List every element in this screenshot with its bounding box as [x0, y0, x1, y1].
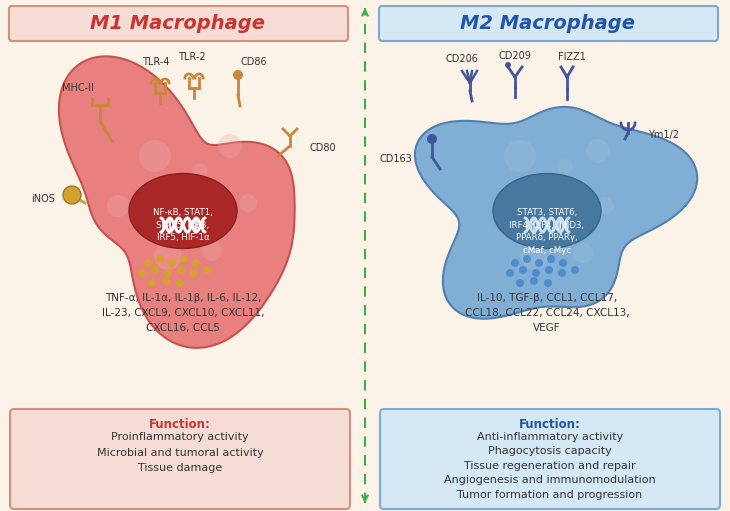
Circle shape — [233, 70, 243, 80]
Circle shape — [176, 279, 184, 287]
Ellipse shape — [493, 174, 601, 248]
Polygon shape — [59, 56, 295, 348]
Circle shape — [521, 242, 549, 270]
Circle shape — [532, 269, 540, 277]
FancyBboxPatch shape — [10, 409, 350, 509]
Circle shape — [545, 266, 553, 274]
Text: Function:: Function: — [519, 418, 581, 431]
Circle shape — [239, 194, 257, 212]
Circle shape — [144, 259, 152, 267]
Circle shape — [154, 242, 182, 270]
Text: FIZZ1: FIZZ1 — [558, 52, 586, 62]
Circle shape — [202, 241, 222, 261]
FancyBboxPatch shape — [379, 6, 718, 41]
Circle shape — [519, 266, 527, 274]
Text: CD209: CD209 — [499, 51, 531, 61]
FancyBboxPatch shape — [9, 6, 348, 41]
Circle shape — [596, 197, 614, 215]
Circle shape — [164, 269, 172, 277]
Circle shape — [516, 279, 524, 287]
Circle shape — [180, 255, 188, 263]
Text: Anti-inflammatory activity
Phagocytosis capacity
Tissue regeneration and repair
: Anti-inflammatory activity Phagocytosis … — [444, 432, 656, 500]
Text: NF-κB, STAT1,
STAT5, IRF3,
IRF5, HIF-1α: NF-κB, STAT1, STAT5, IRF3, IRF5, HIF-1α — [153, 208, 213, 242]
Circle shape — [535, 259, 543, 267]
Text: TLR-4: TLR-4 — [142, 57, 170, 67]
Text: MHC-II: MHC-II — [62, 83, 94, 93]
Circle shape — [511, 259, 519, 267]
Circle shape — [505, 62, 511, 68]
Text: CD206: CD206 — [445, 54, 478, 64]
Circle shape — [168, 259, 176, 267]
Ellipse shape — [129, 174, 237, 248]
Circle shape — [148, 279, 156, 287]
Circle shape — [586, 139, 610, 163]
Circle shape — [499, 195, 521, 217]
Text: Ym1/2: Ym1/2 — [648, 130, 679, 140]
Text: iNOS: iNOS — [31, 194, 55, 204]
Circle shape — [504, 140, 536, 172]
Text: CD86: CD86 — [241, 57, 267, 67]
Circle shape — [151, 266, 159, 274]
Circle shape — [427, 134, 437, 144]
Circle shape — [156, 255, 164, 263]
Circle shape — [544, 279, 552, 287]
Circle shape — [506, 269, 514, 277]
Circle shape — [138, 269, 146, 277]
Text: IL-10, TGF-β, CCL1, CCL17,
CCL18, CCL22, CCL24, CXCL13,
VEGF: IL-10, TGF-β, CCL1, CCL17, CCL18, CCL22,… — [465, 293, 629, 333]
Circle shape — [107, 195, 129, 217]
Circle shape — [523, 255, 531, 263]
Circle shape — [573, 243, 593, 263]
Circle shape — [571, 266, 579, 274]
Circle shape — [559, 259, 567, 267]
Circle shape — [190, 269, 198, 277]
Text: STAT3, STAT6,
IRF4,KLF4, JMJD3,
PPARδ, PPARγ,
cMaf, cMyc: STAT3, STAT6, IRF4,KLF4, JMJD3, PPARδ, P… — [510, 208, 585, 254]
Circle shape — [203, 266, 211, 274]
Circle shape — [192, 259, 200, 267]
Circle shape — [162, 277, 170, 285]
Text: M1 Macrophage: M1 Macrophage — [91, 13, 266, 33]
Circle shape — [558, 269, 566, 277]
Text: CD163: CD163 — [380, 154, 412, 164]
Circle shape — [557, 158, 573, 174]
Circle shape — [177, 266, 185, 274]
FancyBboxPatch shape — [380, 409, 720, 509]
Text: CD80: CD80 — [310, 143, 337, 153]
Circle shape — [139, 140, 171, 172]
Text: M2 Macrophage: M2 Macrophage — [461, 13, 636, 33]
Text: Function:: Function: — [149, 418, 211, 431]
Circle shape — [192, 163, 208, 179]
Circle shape — [547, 255, 555, 263]
Text: TLR-2: TLR-2 — [178, 52, 206, 62]
Text: Proinflammatory activity
Microbial and tumoral activity
Tissue damage: Proinflammatory activity Microbial and t… — [96, 432, 264, 473]
Text: TNF-α, IL-1α, IL-1β, IL-6, IL-12,
IL-23, CXCL9, CXCL10, CXCL11,
CXCL16, CCL5: TNF-α, IL-1α, IL-1β, IL-6, IL-12, IL-23,… — [101, 293, 264, 333]
Polygon shape — [415, 107, 697, 319]
Circle shape — [63, 186, 81, 204]
Circle shape — [530, 277, 538, 285]
Circle shape — [218, 134, 242, 158]
